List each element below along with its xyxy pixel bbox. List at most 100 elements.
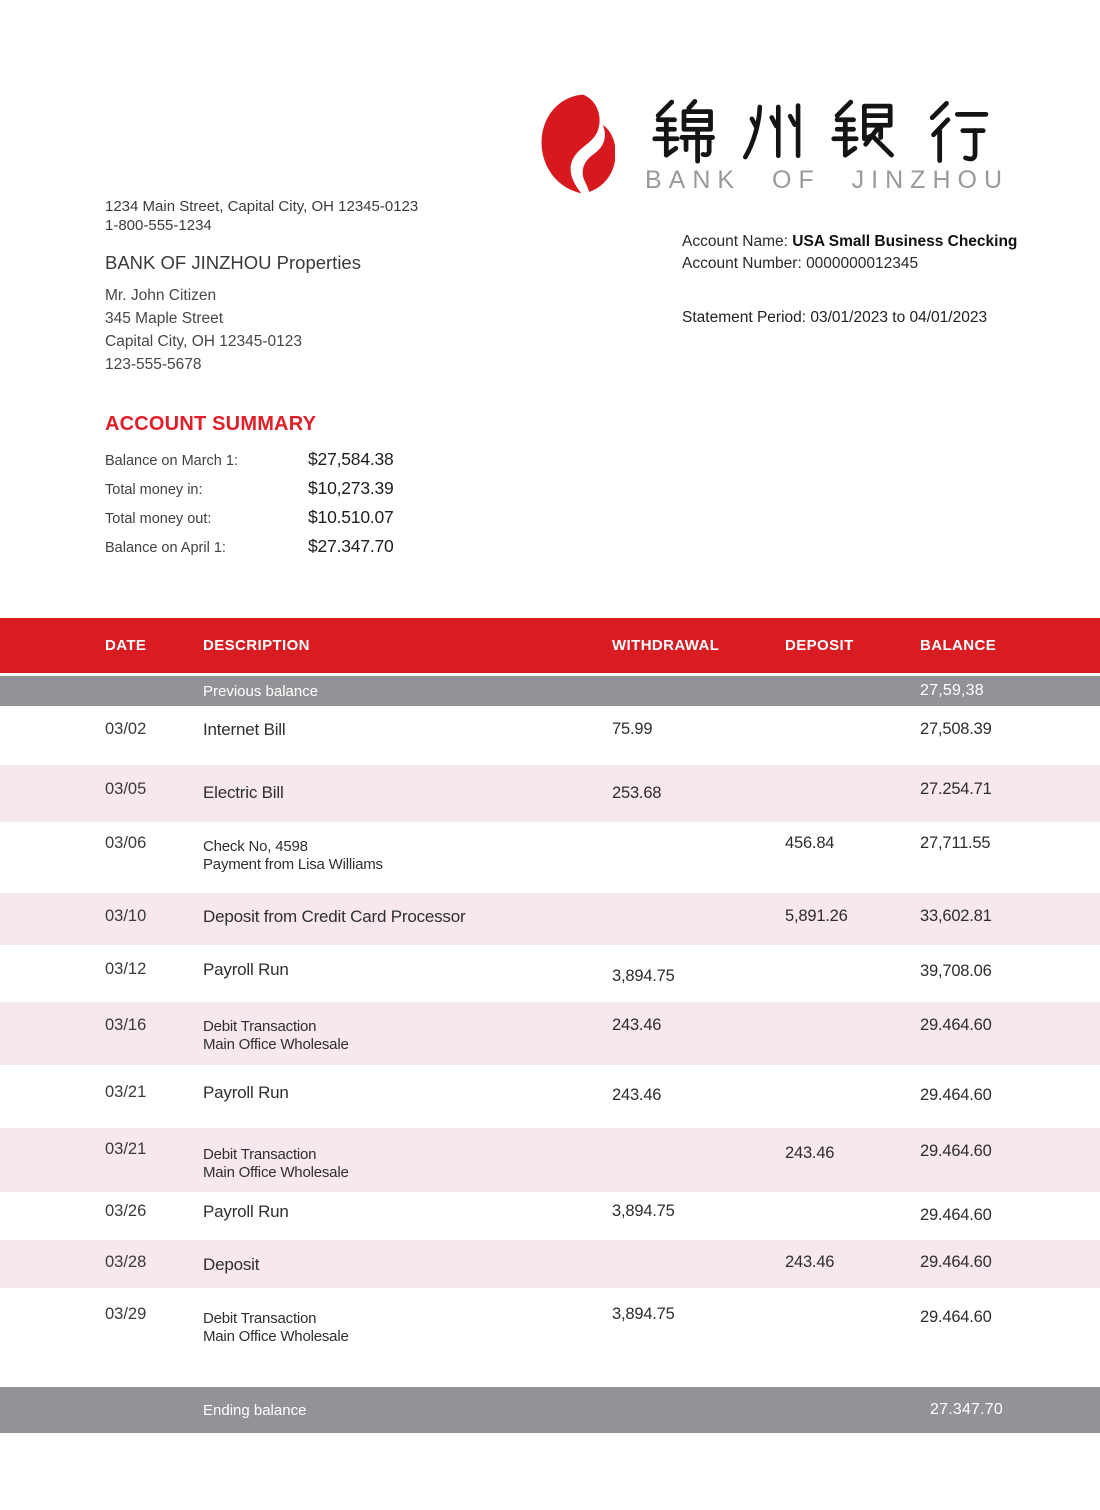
transaction-balance: 27.254.71	[920, 780, 992, 798]
previous-balance-label: Previous balance	[203, 682, 319, 700]
ending-balance-value: 27.347.70	[930, 1401, 1003, 1418]
summary-label: Balance on April 1:	[105, 540, 226, 556]
summary-value: $27.347.70	[308, 536, 394, 556]
description-line: Payroll Run	[203, 1202, 289, 1221]
bank-chinese-name: 锦州银行	[0, 0, 1, 1]
recipient-name: Mr. John Citizen	[105, 287, 217, 304]
transaction-description: Deposit	[203, 1253, 612, 1275]
transaction-balance: 29.464.60	[920, 1086, 992, 1104]
description-line2: Main Office Wholesale	[203, 1036, 349, 1053]
table-row: 03/21 Debit Transaction Main Office Whol…	[0, 1128, 1100, 1192]
table-row: 03/10 Deposit from Credit Card Processor…	[0, 893, 1100, 945]
account-name-value: USA Small Business Checking	[792, 233, 1018, 250]
header-description: DESCRIPTION	[203, 637, 310, 654]
transaction-deposit: 456.84	[785, 834, 835, 852]
table-row: 03/12 Payroll Run 3,894.75 39,708.06	[0, 945, 1100, 1002]
description-line: Electric Bill	[203, 783, 284, 802]
header-balance: BALANCE	[920, 637, 997, 654]
table-row: 03/29 Debit Transaction Main Office Whol…	[0, 1288, 1100, 1360]
transaction-description: Deposit from Credit Card Processor	[203, 907, 612, 927]
recipient-street: 345 Maple Street	[105, 310, 224, 327]
transaction-balance: 27,711.55	[920, 834, 991, 852]
description-line2: Main Office Wholesale	[203, 1328, 349, 1345]
recipient-phone: 123-555-5678	[105, 356, 202, 373]
transaction-balance: 39,708.06	[920, 962, 992, 980]
transaction-date: 03/21	[105, 1140, 147, 1158]
transaction-balance: 29.464.60	[920, 1308, 992, 1326]
hanzi-hang-icon	[929, 101, 989, 163]
transaction-withdrawal: 243.46	[612, 1016, 662, 1034]
summary-value: $10.510.07	[308, 507, 394, 527]
table-row: 03/16 Debit Transaction Main Office Whol…	[0, 1002, 1100, 1065]
transaction-withdrawal: 3,894.75	[612, 1202, 675, 1220]
transaction-date: 03/29	[105, 1305, 147, 1323]
summary-row: Total money out: $10.510.07	[105, 507, 525, 536]
description-line: Deposit from Credit Card Processor	[203, 907, 466, 926]
transaction-date: 03/06	[105, 834, 147, 852]
description-line: Check No, 4598	[203, 838, 308, 855]
summary-label: Balance on March 1:	[105, 453, 238, 469]
transaction-balance: 29.464.60	[920, 1253, 992, 1271]
transaction-description: Electric Bill	[203, 780, 612, 803]
bank-logo-icon	[535, 93, 616, 195]
account-number-value: 0000000012345	[806, 255, 919, 272]
description-line: Debit Transaction	[203, 1146, 317, 1163]
table-row: 03/28 Deposit 243.46 29.464.60	[0, 1240, 1100, 1288]
transactions-table: DATE DESCRIPTION WITHDRAWAL DEPOSIT BALA…	[0, 618, 1100, 1433]
bank-phone: 1-800-555-1234	[105, 217, 212, 234]
transaction-date: 03/26	[105, 1202, 147, 1220]
bank-address: 1234 Main Street, Capital City, OH 12345…	[105, 198, 419, 215]
hanzi-zhou-icon	[743, 103, 801, 160]
transaction-description: Payroll Run	[203, 1083, 612, 1103]
hanzi-yin-icon	[831, 99, 894, 158]
account-number-label: Account Number:	[682, 255, 802, 272]
bank-contact-block: 1234 Main Street, Capital City, OH 12345…	[105, 197, 418, 235]
account-name-line: Account Name: USA Small Business Checkin…	[682, 231, 1017, 253]
transaction-balance: 33,602.81	[920, 907, 992, 925]
table-row: 03/26 Payroll Run 3,894.75 29.464.60	[0, 1192, 1100, 1240]
description-line2: Payment from Lisa Williams	[203, 856, 383, 873]
account-number-line: Account Number: 0000000012345	[682, 253, 1017, 275]
transaction-date: 03/21	[105, 1083, 147, 1101]
transaction-date: 03/12	[105, 960, 147, 978]
table-row: 03/02 Internet Bill 75.99 27,508.39	[0, 706, 1100, 765]
bank-chinese-calligraphy	[645, 98, 993, 166]
account-summary-title: ACCOUNT SUMMARY	[105, 413, 317, 435]
transaction-withdrawal: 253.68	[612, 784, 662, 802]
transaction-deposit: 5,891.26	[785, 907, 848, 925]
transaction-withdrawal: 75.99	[612, 720, 653, 738]
table-row: 03/21 Payroll Run 243.46 29.464.60	[0, 1065, 1100, 1128]
summary-row: Total money in: $10,273.39	[105, 478, 525, 507]
table-header-row: DATE DESCRIPTION WITHDRAWAL DEPOSIT BALA…	[0, 618, 1100, 673]
table-row: 03/06 Check No, 4598 Payment from Lisa W…	[0, 822, 1100, 893]
header-withdrawal: WITHDRAWAL	[612, 637, 720, 654]
transaction-description: Payroll Run	[203, 960, 612, 980]
summary-value: $10,273.39	[308, 478, 394, 498]
recipient-company: BANK OF JINZHOU Properties	[105, 252, 361, 273]
transaction-date: 03/02	[105, 720, 147, 738]
description-line2: Main Office Wholesale	[203, 1164, 349, 1181]
previous-balance-row: Previous balance 27,59,38	[0, 676, 1100, 706]
recipient-city: Capital City, OH 12345-0123	[105, 333, 303, 350]
transaction-date: 03/28	[105, 1253, 147, 1271]
transaction-withdrawal: 3,894.75	[612, 967, 675, 985]
bank-latin-name: BANK OF JINZHOU	[645, 166, 1010, 194]
description-line: Deposit	[203, 1255, 260, 1274]
transaction-deposit: 243.46	[785, 1144, 835, 1162]
account-name-label: Account Name:	[682, 233, 788, 250]
transaction-withdrawal: 243.46	[612, 1086, 662, 1104]
transaction-withdrawal: 3,894.75	[612, 1305, 675, 1323]
previous-balance-value: 27,59,38	[920, 682, 984, 699]
statement-period: Statement Period: 03/01/2023 to 04/01/20…	[682, 309, 988, 326]
ending-balance-row: Ending balance 27.347.70	[0, 1387, 1100, 1433]
header-deposit: DEPOSIT	[785, 637, 854, 654]
transaction-balance: 29.464.60	[920, 1206, 992, 1224]
transaction-balance: 29.464.60	[920, 1142, 992, 1160]
transaction-date: 03/10	[105, 907, 147, 925]
transaction-description: Check No, 4598 Payment from Lisa William…	[203, 834, 612, 874]
description-line: Debit Transaction	[203, 1310, 317, 1327]
transaction-description: Debit Transaction Main Office Wholesale	[203, 1140, 612, 1182]
summary-row: Balance on April 1: $27.347.70	[105, 536, 525, 565]
transaction-date: 03/05	[105, 780, 147, 798]
